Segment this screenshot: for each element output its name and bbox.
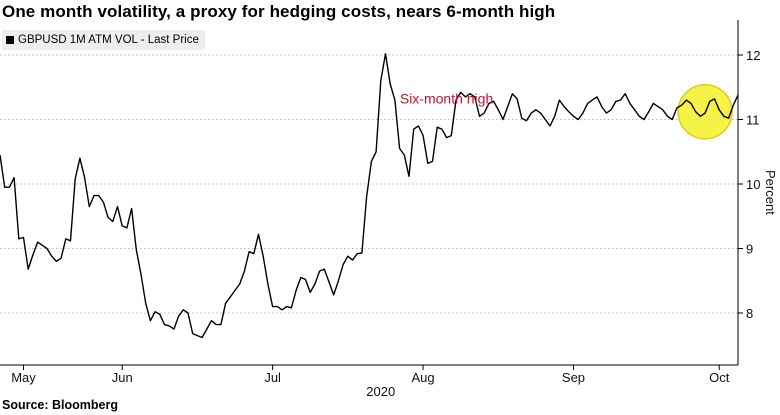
y-tick-label: 8 bbox=[746, 306, 753, 321]
x-tick-label: Aug bbox=[411, 370, 434, 385]
legend-swatch bbox=[6, 35, 14, 44]
y-tick-label: 10 bbox=[746, 177, 760, 192]
series-line bbox=[0, 53, 739, 339]
x-tick-label: Jul bbox=[264, 370, 281, 385]
y-axis-label: Percent bbox=[763, 170, 778, 215]
chart-legend: GBPUSD 1M ATM VOL - Last Price bbox=[2, 30, 205, 50]
chart-title: One month volatility, a proxy for hedgin… bbox=[2, 2, 556, 21]
x-tick-label: Oct bbox=[709, 370, 730, 385]
chart-source: Source: Bloomberg bbox=[2, 398, 118, 412]
x-tick-label: Sep bbox=[562, 370, 585, 385]
x-tick-label: Jun bbox=[112, 370, 133, 385]
y-tick-label: 11 bbox=[746, 113, 760, 128]
legend-label: GBPUSD 1M ATM VOL - Last Price bbox=[18, 34, 199, 46]
y-tick-label: 9 bbox=[746, 242, 753, 257]
x-year-label: 2020 bbox=[366, 384, 395, 399]
annotation-label: Six-month high bbox=[400, 90, 493, 106]
x-tick-label: May bbox=[11, 370, 36, 385]
y-tick-label: 12 bbox=[746, 48, 760, 63]
